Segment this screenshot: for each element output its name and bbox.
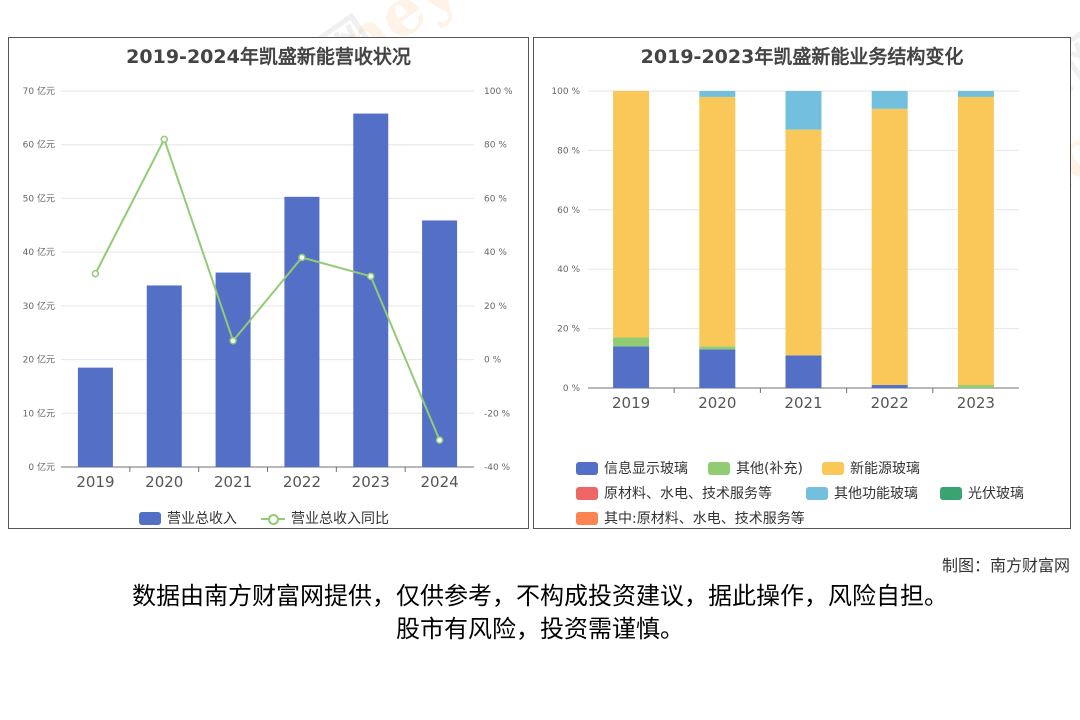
structure-bar-segment (613, 91, 650, 338)
legend-swatch-pv-glass (940, 486, 962, 500)
x-tick-label: 2019 (612, 394, 650, 412)
legend-swatch-raw-materials (576, 486, 598, 500)
structure-bar-segment (613, 337, 650, 347)
x-tick-label: 2021 (784, 394, 822, 412)
legend-swatch-revenue (139, 511, 161, 525)
legend-swatch-other-supplement (708, 461, 730, 475)
revenue-bar (353, 113, 389, 467)
yoy-point (367, 272, 375, 281)
x-tick-label: 2023 (957, 394, 995, 412)
disclaimer-line-1: 数据由南方财富网提供，仅供参考，不构成投资建议，据此操作，风险自担。 (132, 582, 948, 610)
yoy-point (229, 337, 237, 345)
structure-bar-segment (699, 96, 736, 347)
business-structure-title: 2019-2023年凯盛新能业务结构变化 (640, 46, 964, 68)
business-structure-svg: 0 % 20 % 40 % 60 % 80 % 100 % 2019 2020 2021 2022… (551, 87, 1019, 412)
y-right-tick-label: 40 % (484, 248, 507, 258)
legend-item-revenue[interactable]: 营业总收入 (139, 508, 237, 528)
y-tick-label: 60 % (557, 206, 580, 216)
x-tick-label: 2020 (698, 394, 736, 412)
legend-label-pv-glass: 光伏玻璃 (968, 486, 1024, 502)
y-left-tick-label: 10 亿元 (23, 407, 55, 419)
structure-bar-segment (871, 108, 908, 386)
revenue-chart-svg: 0 亿元 10 亿元 20 亿元 30 亿元 40 亿元 50 亿元 60 亿元 70 亿元 -… (23, 85, 513, 491)
structure-bar-segment (785, 355, 822, 388)
y-right-tick-label: -40 % (484, 463, 511, 473)
y-right-tick-label: 60 % (484, 194, 507, 204)
y-left-tick-label: 20 亿元 (23, 354, 55, 366)
y-tick-label: 100 % (551, 87, 580, 97)
y-tick-label: 0 % (563, 384, 581, 394)
disclaimer-line-2: 股市有风险，投资需谨慎。 (396, 615, 684, 643)
structure-bar-segment (871, 385, 908, 388)
y-right-tick-label: 100 % (484, 87, 513, 97)
y-right-tick-label: -20 % (484, 409, 511, 419)
y-right-tick-label: 20 % (484, 302, 507, 312)
revenue-bar (422, 220, 458, 467)
x-tick-label: 2019 (76, 473, 114, 491)
y-tick-label: 80 % (557, 146, 580, 156)
legend-swatch-display-glass (576, 461, 598, 475)
legend-label-revenue: 营业总收入 (167, 511, 237, 527)
structure-bar-segment (785, 91, 822, 130)
legend-swatch-other-functional-glass (806, 486, 828, 500)
y-left-tick-label: 0 亿元 (28, 461, 55, 473)
structure-bar-segment (957, 385, 994, 388)
legend-label-among-raw-materials: 其中:原材料、水电、技术服务等 (604, 511, 805, 527)
yoy-point (298, 253, 306, 262)
legend-swatch-new-energy-glass (822, 461, 844, 475)
structure-bar-segment (871, 91, 908, 109)
x-tick-label: 2020 (145, 473, 183, 491)
x-tick-label: 2022 (283, 473, 321, 491)
legend-item-other-supplement[interactable]: 其他(补充) (708, 458, 803, 478)
y-left-tick-label: 40 亿元 (23, 246, 55, 258)
x-tick-label: 2024 (420, 473, 458, 491)
structure-bar-segment (957, 91, 994, 97)
y-right-tick-label: 0 % (484, 356, 502, 366)
legend-label-raw-materials: 原材料、水电、技术服务等 (604, 486, 772, 502)
legend-label-other-functional-glass: 其他功能玻璃 (834, 486, 918, 502)
revenue-chart-title: 2019-2024年凯盛新能营收状况 (126, 46, 411, 68)
y-left-tick-label: 60 亿元 (23, 139, 55, 151)
legend-label-display-glass: 信息显示玻璃 (604, 461, 688, 477)
legend-item-revenue-yoy[interactable]: 营业总收入同比 (261, 508, 389, 528)
legend-label-other-supplement: 其他(补充) (736, 461, 803, 477)
y-left-tick-label: 50 亿元 (23, 192, 55, 204)
structure-bar-segment (957, 96, 994, 386)
structure-bar-segment (699, 91, 736, 97)
legend-swatch-revenue-yoy (261, 512, 285, 525)
structure-bar-segment (699, 349, 736, 388)
legend-item-raw-materials[interactable]: 原材料、水电、技术服务等 (576, 483, 772, 503)
legend-item-new-energy-glass[interactable]: 新能源玻璃 (822, 458, 920, 478)
structure-bar-segment (699, 346, 736, 350)
yoy-point (91, 269, 100, 278)
legend-item-pv-glass[interactable]: 光伏玻璃 (940, 483, 1024, 503)
y-right-tick-label: 80 % (484, 141, 507, 151)
legend-swatch-among-raw-materials (576, 511, 598, 525)
revenue-bar (284, 196, 320, 467)
yoy-point (160, 135, 168, 144)
y-left-tick-label: 30 亿元 (23, 300, 55, 312)
yoy-point (435, 436, 444, 444)
chart-credit: 制图：南方财富网 (941, 556, 1070, 575)
structure-bar-segment (613, 346, 650, 388)
y-tick-label: 40 % (557, 265, 580, 275)
x-tick-label: 2022 (871, 394, 909, 412)
legend-label-new-energy-glass: 新能源玻璃 (850, 461, 920, 477)
disclaimer: 数据由南方财富网提供，仅供参考，不构成投资建议，据此操作，风险自担。 股市有风险… (0, 580, 1080, 646)
yoy-line (94, 136, 441, 441)
structure-bar-segment (785, 129, 822, 356)
legend-item-among-raw-materials[interactable]: 其中:原材料、水电、技术服务等 (576, 508, 805, 528)
legend-label-revenue-yoy: 营业总收入同比 (291, 511, 389, 527)
x-tick-label: 2021 (214, 473, 252, 491)
legend-item-other-functional-glass[interactable]: 其他功能玻璃 (806, 483, 918, 503)
business-structure-panel: 2019-2023年凯盛新能业务结构变化 0 % 20 % 40 % 60 % 80 %… (533, 37, 1071, 529)
y-left-tick-label: 70 亿元 (23, 85, 55, 97)
revenue-chart-panel: 2019-2024年凯盛新能营收状况 0 亿元 10 亿元 20 亿元 30 亿元 40… (8, 37, 529, 529)
y-tick-label: 20 % (557, 325, 580, 335)
x-tick-label: 2023 (352, 473, 390, 491)
revenue-bar (215, 272, 251, 467)
revenue-bar (146, 285, 182, 467)
revenue-bar (77, 367, 113, 467)
legend-item-display-glass[interactable]: 信息显示玻璃 (576, 458, 688, 478)
